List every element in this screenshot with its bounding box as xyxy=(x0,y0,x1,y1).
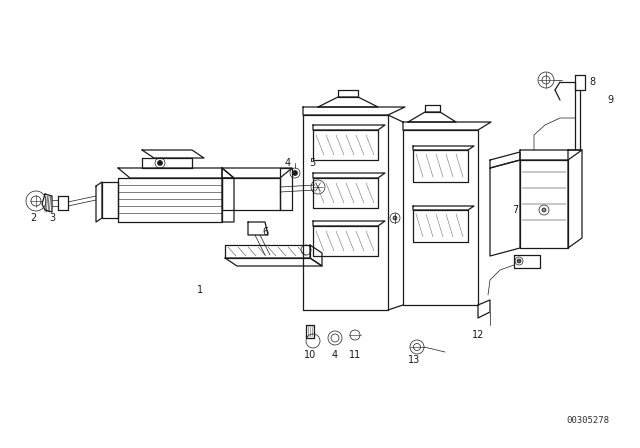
Circle shape xyxy=(157,160,163,165)
Circle shape xyxy=(542,208,546,212)
Text: 10: 10 xyxy=(304,350,316,360)
Text: 2: 2 xyxy=(30,213,36,223)
Text: 12: 12 xyxy=(472,330,484,340)
Circle shape xyxy=(393,216,397,220)
Text: 00305278: 00305278 xyxy=(566,415,609,425)
Text: 4: 4 xyxy=(332,350,338,360)
Text: 8: 8 xyxy=(589,77,595,87)
Text: 3: 3 xyxy=(49,213,55,223)
Text: 7: 7 xyxy=(512,205,518,215)
Circle shape xyxy=(292,171,298,176)
Circle shape xyxy=(517,259,521,263)
Text: 13: 13 xyxy=(408,355,420,365)
Text: 11: 11 xyxy=(349,350,361,360)
Text: 5: 5 xyxy=(309,158,315,168)
Text: 9: 9 xyxy=(607,95,613,105)
Text: 6: 6 xyxy=(262,227,268,237)
Text: 4: 4 xyxy=(285,158,291,168)
Text: 1: 1 xyxy=(197,285,203,295)
